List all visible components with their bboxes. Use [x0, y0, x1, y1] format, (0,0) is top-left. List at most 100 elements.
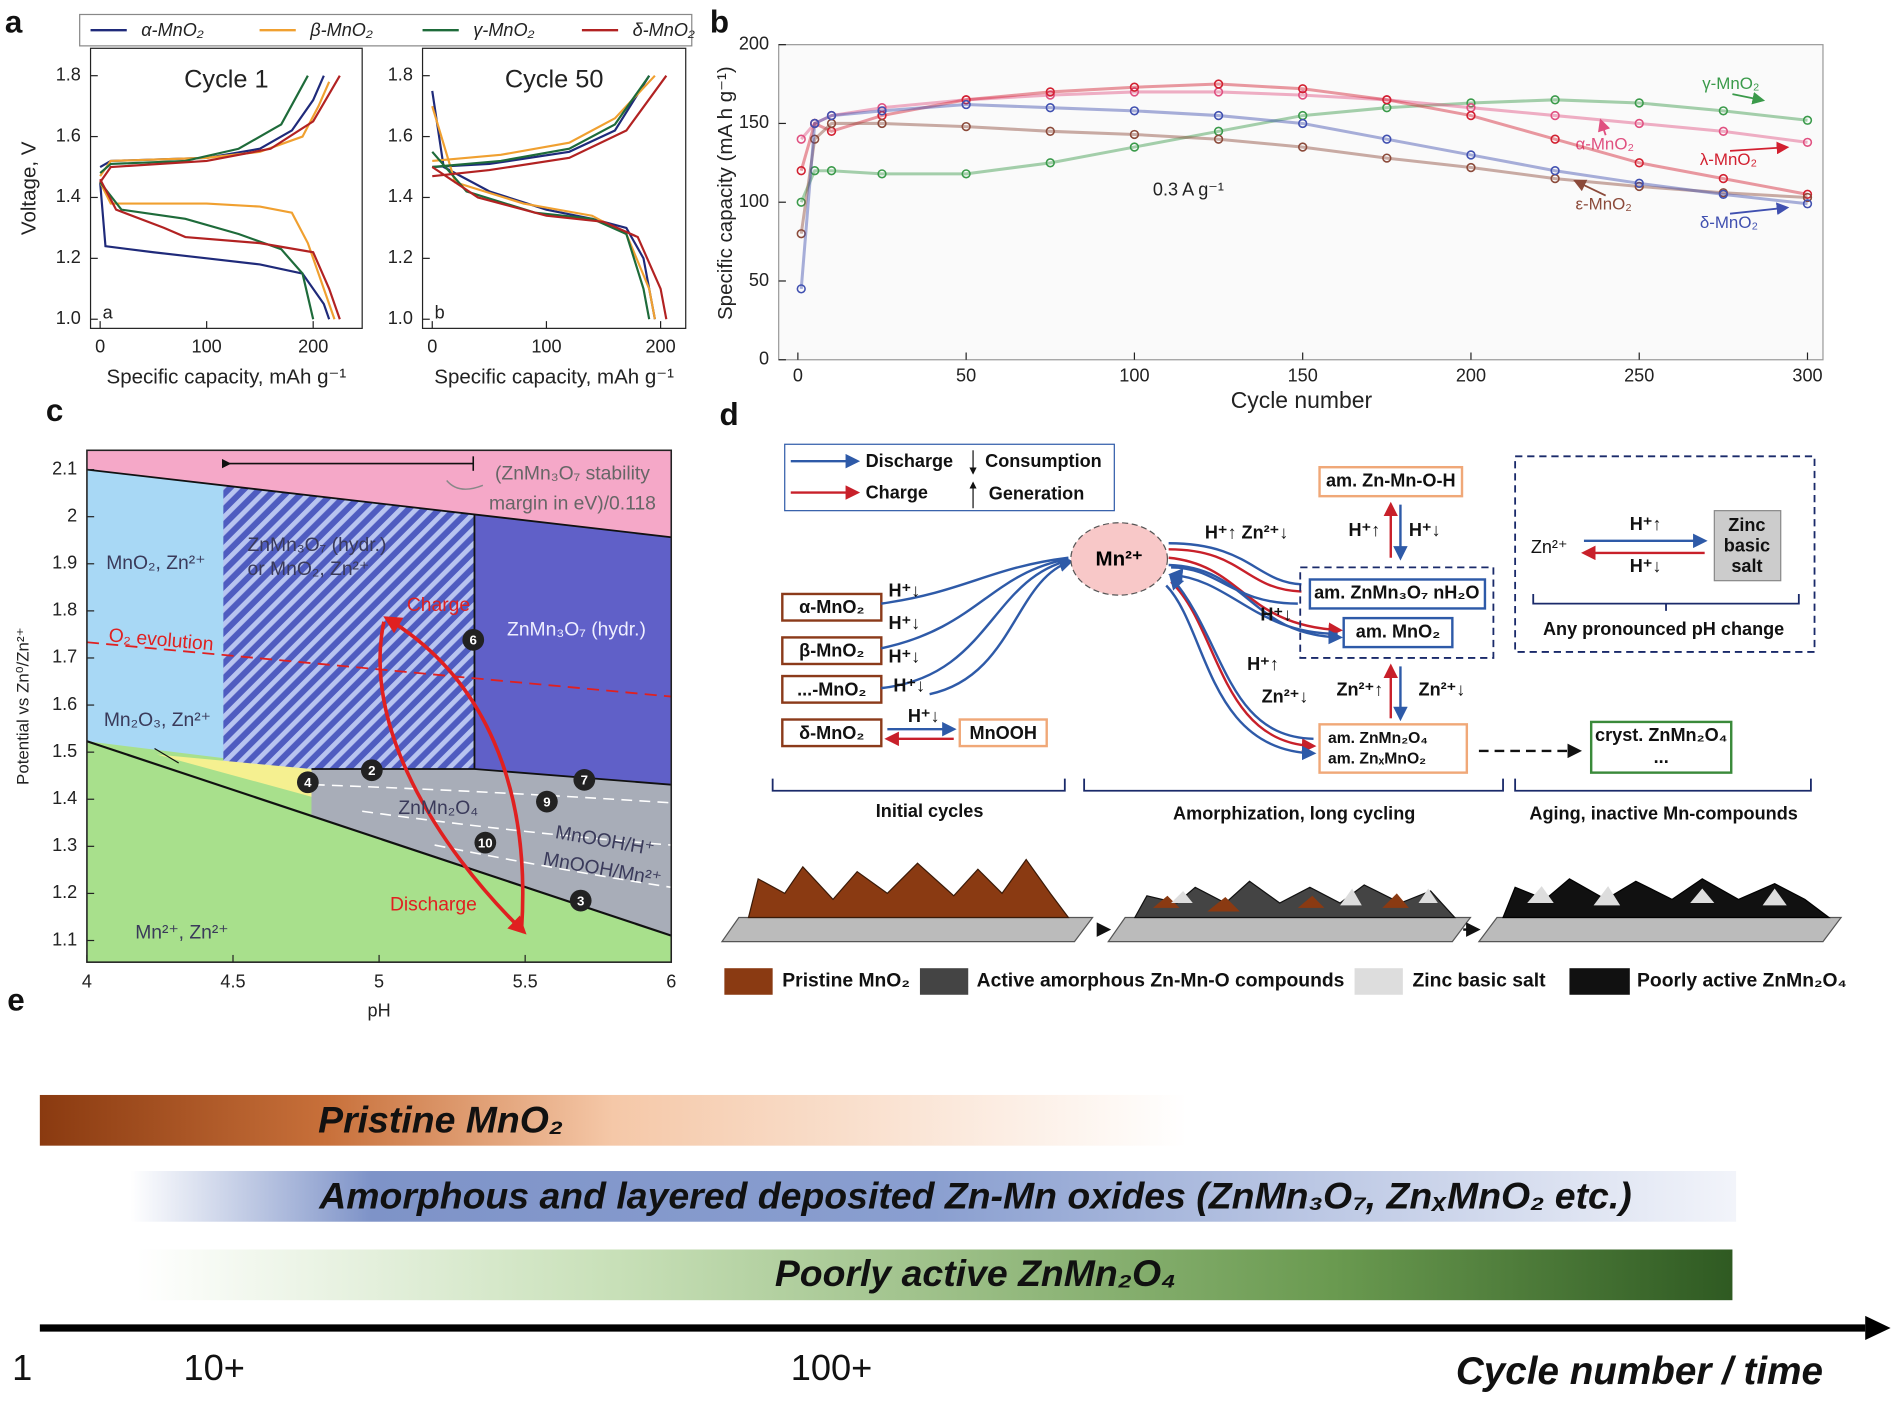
y-tick-label: 50	[749, 270, 769, 290]
y-tick-label: 1.6	[52, 694, 77, 714]
series-label: α-MnO₂	[1575, 134, 1634, 153]
data-point	[1550, 134, 1560, 144]
data-point	[810, 118, 820, 129]
y-tick-label: 1.4	[388, 186, 413, 206]
plot-frame	[778, 44, 1824, 361]
data-point	[1718, 126, 1729, 136]
curve	[431, 166, 668, 320]
data-point	[810, 134, 820, 144]
curve	[432, 75, 651, 169]
point-marker	[536, 790, 558, 813]
data-point	[1802, 137, 1813, 147]
node-label: basic	[1724, 536, 1770, 556]
x-tick-label: 100	[531, 336, 561, 356]
x-tick-label: 5	[374, 971, 384, 991]
data-point	[961, 95, 971, 105]
ion-label: H⁺↓	[889, 613, 921, 633]
y-tick-label: 1.4	[56, 186, 81, 206]
data-point	[796, 166, 806, 176]
region-label: ZnMn₂O₄	[398, 798, 478, 819]
label-arrow	[1729, 141, 1790, 155]
x-axis-label: Cycle number	[1231, 387, 1373, 413]
legend-box	[784, 443, 1115, 512]
y-tick-label: 1.9	[52, 553, 77, 573]
phase-bar	[39, 1094, 1187, 1146]
node-label: MnOOH	[970, 723, 1037, 743]
label-arrow	[1573, 179, 1607, 197]
legend-label: Poorly active ZnMn₂O₄	[1637, 971, 1847, 992]
x-tick-label: 5.5	[513, 971, 538, 991]
series-label: λ-MnO₂	[1700, 150, 1757, 169]
y-tick-label: 1.6	[388, 125, 413, 145]
point-label: 7	[581, 773, 588, 788]
point-marker	[462, 628, 485, 651]
x-axis-label: Specific capacity, mAh g⁻¹	[434, 365, 674, 388]
y-tick-label: 2	[67, 505, 77, 525]
ion-label: Zn²⁺↑	[1336, 679, 1383, 699]
ion-label: H⁺↓	[908, 706, 940, 726]
y-tick-label: 1.2	[56, 247, 81, 267]
legend-label: Generation	[989, 484, 1085, 504]
region-label: Mn₂O₃, Zn²⁺	[104, 710, 211, 731]
phase-bar	[136, 1249, 1733, 1301]
ion-label: H⁺↑	[1247, 654, 1279, 674]
x-tick-label: 0	[793, 365, 803, 385]
y-tick-label: 1.6	[56, 125, 81, 145]
series-line	[799, 98, 1808, 203]
x-tick-label: 250	[1624, 365, 1654, 385]
y-tick-label: 100	[739, 191, 769, 211]
y-tick-label: 0	[759, 349, 769, 369]
series-line	[800, 90, 1808, 144]
data-point	[796, 284, 806, 294]
series-label: ε-MnO₂	[1575, 195, 1631, 214]
point-label: 2	[368, 763, 375, 778]
diagram: Discharge Charge Consumption Generation …	[720, 443, 1847, 995]
region-label: Mn²⁺, Zn²⁺	[135, 922, 228, 943]
curve	[99, 75, 341, 183]
data-point	[961, 169, 971, 179]
y-tick-label: 1.2	[388, 247, 413, 267]
panel-label: c	[46, 393, 63, 428]
node-label: Zn²⁺	[1531, 537, 1568, 557]
data-point	[1466, 110, 1476, 121]
legend-label: γ-MnO₂	[473, 20, 534, 40]
ion-label: H⁺↓	[1409, 520, 1441, 540]
node-label: am. MnO₂	[1356, 621, 1440, 641]
point-marker	[360, 759, 383, 782]
legend-label: β-MnO₂	[309, 20, 373, 40]
label-arrow	[1732, 91, 1766, 105]
y-axis-label: Voltage, V	[18, 141, 41, 235]
x-axis-label: Specific capacity, mAh g⁻¹	[107, 365, 347, 388]
legend-label: α-MnO₂	[141, 20, 204, 40]
data-point	[961, 121, 971, 132]
curve	[99, 182, 331, 320]
annotation: (ZnMn₃O₇ stability	[495, 464, 650, 485]
x-tick-label: 100	[1119, 365, 1149, 385]
panel-label: a	[5, 4, 23, 39]
node-label: am. ZnMn₂O₄	[1328, 730, 1428, 747]
data-point	[826, 166, 837, 176]
y-tick-label: 1.5	[52, 741, 77, 761]
ion-label: H⁺↓	[1260, 604, 1292, 624]
data-point	[1634, 118, 1644, 129]
axis-label: Cycle number / time	[1456, 1350, 1823, 1393]
data-point	[1045, 126, 1055, 136]
data-point	[1634, 158, 1644, 168]
y-tick-label: 1.8	[52, 600, 77, 620]
data-point	[1045, 87, 1055, 97]
data-point	[1550, 166, 1560, 176]
ion-label: H⁺↓	[889, 580, 921, 600]
x-axis-label: pH	[368, 1000, 391, 1020]
y-tick-label: 1.8	[388, 64, 413, 84]
label-arrow	[1598, 118, 1611, 136]
tick-label: 1	[12, 1347, 32, 1388]
data-point	[1045, 158, 1055, 168]
data-point	[1550, 110, 1560, 121]
timeline: Pristine MnO₂ Amorphous and layered depo…	[12, 1094, 1891, 1393]
series-line	[799, 121, 1808, 234]
y-tick-label: 1.8	[56, 64, 81, 84]
legend-label: Active amorphous Zn-Mn-O compounds	[977, 971, 1345, 992]
point-label: 10	[478, 835, 493, 850]
ion-label: H⁺↓	[889, 647, 921, 667]
node-label: ...	[1654, 747, 1669, 767]
